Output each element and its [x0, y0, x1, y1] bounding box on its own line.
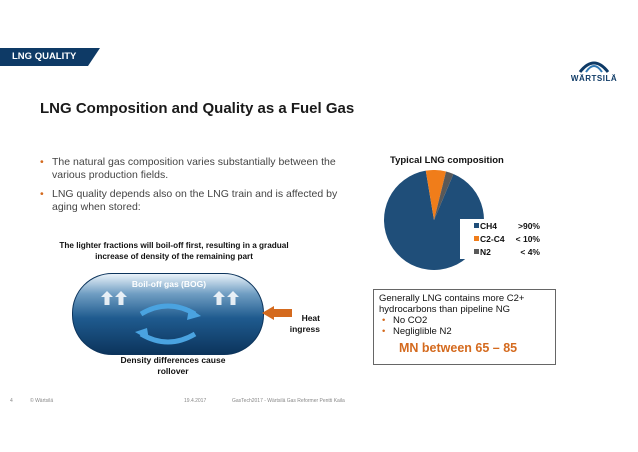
logo-mark-icon: [578, 61, 610, 73]
bullet-list: The natural gas composition varies subst…: [38, 156, 338, 220]
info-intro: Generally LNG contains more C2+ hydrocar…: [379, 293, 525, 315]
legend-name: C2-C4: [480, 234, 505, 244]
boiloff-arrow-icon: [101, 291, 113, 305]
footer-page-number: 4: [10, 398, 13, 404]
heat-ingress-label: Heat ingress: [289, 313, 320, 334]
footer-copyright: © Wärtsilä: [30, 398, 54, 404]
footer-date: 19.4.2017: [184, 398, 207, 404]
boiloff-arrow-icon: [213, 291, 225, 305]
legend-name: N2: [480, 247, 491, 257]
legend-swatch: [474, 223, 479, 228]
footer-event: GasTech2017 - Wärtsilä Gas Reformer Pent…: [232, 398, 345, 404]
rollover-swirl-icon: [135, 303, 201, 345]
chart-legend: CH4 >90% C2-C4 < 10% N2 < 4%: [460, 219, 544, 259]
legend-entry: N2 < 4%: [460, 246, 544, 258]
heat-ingress-arrow-icon: [262, 306, 292, 320]
legend-value: < 4%: [520, 247, 540, 257]
legend-swatch: [474, 236, 479, 241]
info-box: Generally LNG contains more C2+ hydrocar…: [373, 289, 556, 365]
legend-value: < 10%: [515, 234, 540, 244]
info-item: No CO2: [379, 315, 550, 326]
lng-composition-pie-chart: [384, 170, 484, 270]
footer: 4 © Wärtsilä 19.4.2017 GasTech2017 - Wär…: [0, 398, 638, 408]
pie-slice-ch4: [384, 170, 484, 270]
logo-text: WÄRTSILÄ: [570, 74, 618, 83]
wartsila-logo: WÄRTSILÄ: [566, 56, 622, 88]
legend-swatch: [474, 249, 479, 254]
legend-name: CH4: [480, 221, 498, 231]
bullet-item: LNG quality depends also on the LNG trai…: [38, 188, 338, 214]
pie-slice-n2: [434, 171, 454, 220]
legend-value: >90%: [518, 221, 540, 231]
lng-tank: Boil-off gas (BOG): [72, 273, 264, 355]
chart-title: Typical LNG composition: [390, 155, 504, 166]
methane-number-highlight: MN between 65 – 85: [399, 341, 518, 355]
legend-entry: C2-C4 < 10%: [460, 233, 544, 245]
info-list: No CO2 Negliglible N2: [379, 315, 550, 337]
section-tag: LNG QUALITY: [0, 48, 100, 66]
legend-entry: CH4 >90%: [460, 220, 544, 232]
density-label: Density differences cause rollover: [120, 355, 226, 376]
bullet-item: The natural gas composition varies subst…: [38, 156, 338, 182]
info-item: Negliglible N2: [379, 326, 550, 337]
pie-slice-c2-c4: [425, 170, 447, 220]
boiloff-arrow-icon: [227, 291, 239, 305]
boiloff-arrow-icon: [115, 291, 127, 305]
boiloff-note: The lighter fractions will boil-off firs…: [59, 241, 289, 261]
bog-label: Boil-off gas (BOG): [131, 279, 207, 289]
page-title: LNG Composition and Quality as a Fuel Ga…: [40, 100, 355, 117]
